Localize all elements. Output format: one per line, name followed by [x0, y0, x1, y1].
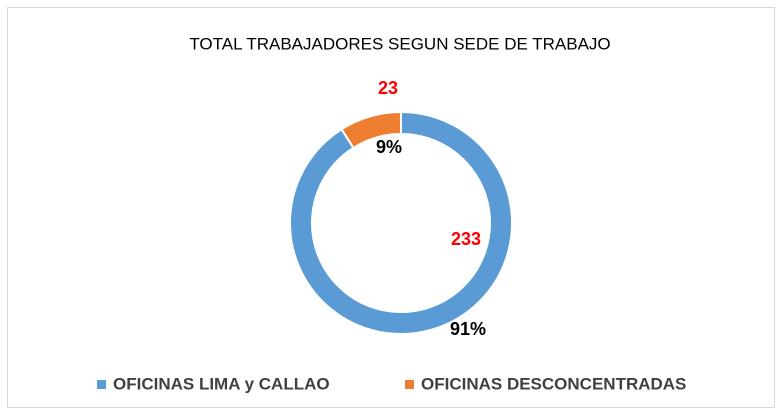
legend-label: OFICINAS LIMA y CALLAO [113, 374, 330, 393]
donut-slice [340, 110, 402, 150]
chart-border [7, 7, 775, 408]
chart-title: TOTAL TRABAJADORES SEGUN SEDE DE TRABAJO [189, 34, 610, 53]
legend-swatch [405, 380, 414, 389]
value-label: 233 [451, 229, 481, 249]
percent-label: 91% [450, 319, 486, 339]
donut-slice [289, 110, 513, 335]
percent-label: 9% [376, 137, 402, 157]
legend-swatch [97, 380, 106, 389]
legend-label: OFICINAS DESCONCENTRADAS [421, 374, 686, 393]
value-label: 23 [378, 78, 398, 98]
